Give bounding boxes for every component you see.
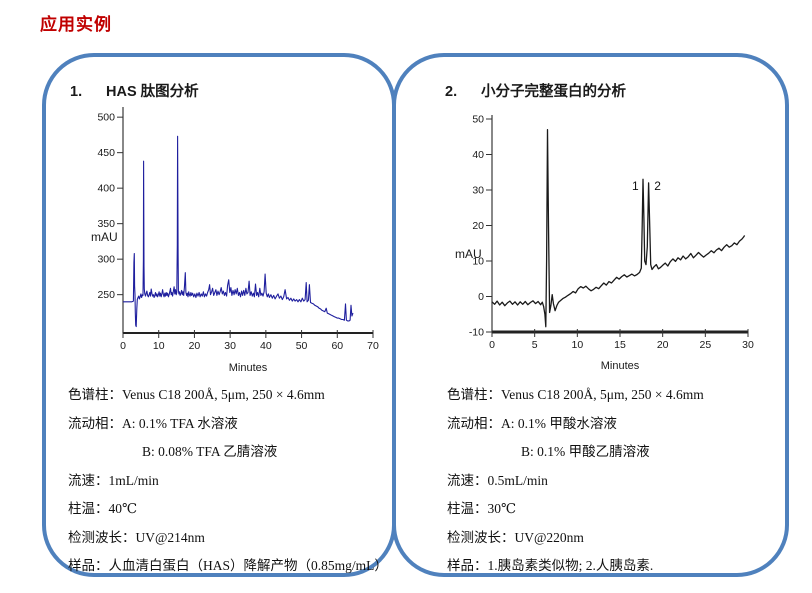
svg-text:250: 250 (97, 289, 115, 301)
spec-line-column: 色谱柱：Venus C18 200Å, 5μm, 250 × 4.6mm (447, 387, 704, 402)
svg-text:40: 40 (260, 340, 272, 352)
panel-2-number: 2. (445, 84, 458, 100)
panel-2-heading: 2. 小分子完整蛋白的分析 (445, 80, 626, 101)
svg-text:0: 0 (120, 340, 126, 352)
svg-text:1: 1 (632, 179, 639, 193)
spec-line-mobile-phase-b: B: 0.1% 甲酸乙腈溶液 (521, 444, 650, 459)
svg-text:0: 0 (489, 339, 495, 351)
svg-text:15: 15 (614, 339, 626, 351)
spec-line-column-temp: 柱温：30℃ (447, 501, 517, 516)
panel-1-number: 1. (70, 84, 83, 100)
svg-text:40: 40 (472, 149, 484, 161)
spec-line-sample: 样品：人血清白蛋白（HAS）降解产物（0.85mg/mL） (68, 558, 388, 573)
svg-text:60: 60 (331, 340, 343, 352)
svg-text:10: 10 (472, 256, 484, 268)
svg-text:25: 25 (699, 339, 711, 351)
spec-line-wavelength: 检测波长：UV@214nm (68, 529, 205, 545)
svg-text:10: 10 (153, 340, 165, 352)
spec-line-flow-rate: 流速：0.5mL/min (447, 472, 548, 488)
svg-text:450: 450 (97, 147, 115, 159)
svg-text:20: 20 (657, 339, 669, 351)
application-panel-1: 1. HAS 肽图分析 250 300 350 400 450 500 0 10 20 30 40 50… (42, 53, 396, 577)
spec-line-flow-rate: 流速：1mL/min (68, 472, 159, 488)
chromatogram-chart-2: -10 0 10 20 30 40 50 0 5 10 15 20 25 30 mAU Minutes 1 2 (455, 114, 754, 373)
panel-1-specs: 色谱柱：Venus C18 200Å, 5μm, 250 × 4.6mm 流动相… (68, 381, 388, 581)
panel-2-specs: 色谱柱：Venus C18 200Å, 5μm, 250 × 4.6mm 流动相… (447, 381, 704, 581)
svg-text:50: 50 (296, 340, 308, 352)
svg-text:mAU: mAU (455, 247, 482, 261)
svg-text:30: 30 (742, 339, 754, 351)
svg-text:70: 70 (367, 340, 379, 352)
svg-text:30: 30 (224, 340, 236, 352)
svg-text:10: 10 (571, 339, 583, 351)
svg-text:5: 5 (532, 339, 538, 351)
spec-line-mobile-phase-a: 流动相：A: 0.1% TFA 水溶液 (68, 415, 238, 431)
chromatogram-chart-1: 250 300 350 400 450 500 0 10 20 30 40 50 60 70 mAU Minu… (91, 107, 379, 374)
spec-line-sample: 样品：1.胰岛素类似物; 2.人胰岛素. (447, 558, 654, 573)
spec-line-wavelength: 检测波长：UV@220nm (447, 529, 584, 545)
svg-text:50: 50 (472, 114, 484, 126)
svg-text:350: 350 (97, 218, 115, 230)
svg-text:30: 30 (472, 185, 484, 197)
svg-text:20: 20 (189, 340, 201, 352)
svg-text:mAU: mAU (91, 230, 118, 244)
spec-line-column: 色谱柱：Venus C18 200Å, 5μm, 250 × 4.6mm (68, 387, 325, 402)
svg-text:Minutes: Minutes (229, 362, 268, 374)
svg-text:2: 2 (654, 179, 661, 193)
svg-text:400: 400 (97, 183, 115, 195)
spec-line-column-temp: 柱温：40℃ (68, 501, 138, 516)
svg-text:20: 20 (472, 220, 484, 232)
svg-text:500: 500 (97, 112, 115, 124)
panel-1-heading: 1. HAS 肽图分析 (70, 80, 199, 101)
panel-2-title: 小分子完整蛋白的分析 (481, 84, 626, 100)
svg-text:Minutes: Minutes (601, 360, 640, 372)
svg-text:300: 300 (97, 254, 115, 266)
spec-line-mobile-phase-a: 流动相：A: 0.1% 甲酸水溶液 (447, 415, 617, 431)
svg-text:-10: -10 (469, 327, 484, 339)
page-title: 应用实例 (40, 15, 112, 34)
panel-1-title: HAS 肽图分析 (106, 84, 199, 100)
application-panel-2: 2. 小分子完整蛋白的分析 -10 0 10 20 30 40 50 0 5 10 15 20 25 30 m… (392, 53, 789, 577)
spec-line-mobile-phase-b: B: 0.08% TFA 乙腈溶液 (142, 444, 278, 459)
svg-text:0: 0 (478, 291, 484, 303)
